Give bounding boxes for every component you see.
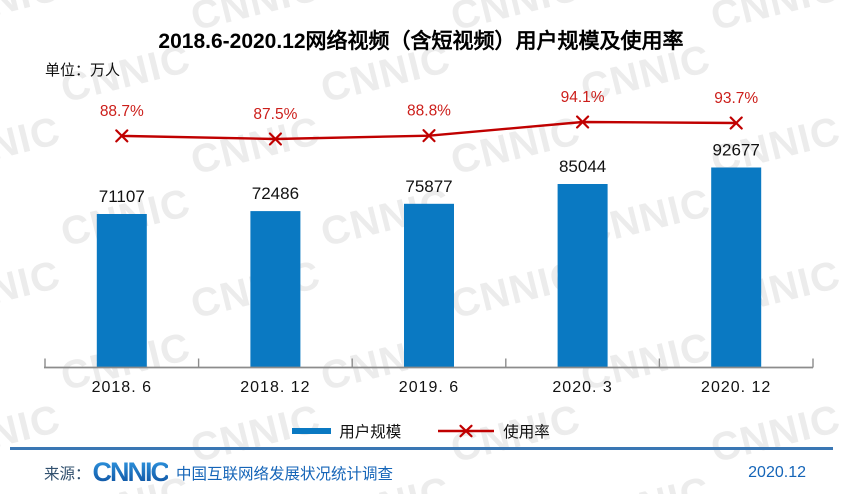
chart-title: 2018.6-2020.12网络视频（含短视频）用户规模及使用率 <box>158 30 684 53</box>
x-axis-label: 2018. 12 <box>240 379 310 396</box>
footer: 来源： CNNIC 中国互联网络发展状况统计调查 2020.12 <box>10 447 833 489</box>
bar-value-label: 71107 <box>99 187 145 206</box>
bar-2018.12 <box>250 211 301 368</box>
bar-2018.6 <box>96 214 147 368</box>
chart-canvas: 71107 72486 75877 85044 92677 2018. 6 2018. 12… <box>44 89 814 396</box>
percent-label: 94.1% <box>561 89 605 106</box>
legend-item-user-scale: 用户规模 <box>292 420 401 442</box>
bar-value-label: 75877 <box>405 177 452 196</box>
bar-series-swatch <box>292 428 332 434</box>
percent-label: 88.8% <box>407 103 451 120</box>
legend-label-usage-rate: 使用率 <box>503 424 550 441</box>
legend-label-user-scale: 用户规模 <box>339 424 402 441</box>
cnnic-logo: CNNIC <box>92 457 170 487</box>
bar-value-label: 85044 <box>559 157 606 176</box>
bar-value-label: 72486 <box>252 184 299 203</box>
x-axis-label: 2019. 6 <box>399 379 459 396</box>
x-axis-label: 2018. 6 <box>92 379 152 396</box>
footer-date: 2020.12 <box>748 463 806 481</box>
percent-label: 93.7% <box>714 90 758 107</box>
source-text: 中国互联网络发展状况统计调查 <box>176 465 394 483</box>
legend-item-usage-rate: 使用率 <box>437 420 550 442</box>
x-marker <box>115 129 129 143</box>
x-marker <box>576 115 590 129</box>
bar-2020.3 <box>557 184 608 368</box>
x-axis-label: 2020. 3 <box>552 379 612 396</box>
x-axis-label: 2020. 12 <box>701 379 771 396</box>
percent-label: 87.5% <box>253 106 297 123</box>
bar-2020.12 <box>711 167 762 368</box>
source-prefix: 来源： <box>44 465 91 483</box>
bar-2019.6 <box>404 203 454 368</box>
bar-value-label: 92677 <box>713 141 760 160</box>
line-series-swatch <box>438 424 495 438</box>
cnnic-watermark: CNNIC <box>837 469 842 494</box>
x-marker <box>422 129 436 143</box>
legend: 用户规模 使用率 <box>0 420 842 442</box>
unit-label: 单位：万人 <box>45 62 121 79</box>
x-marker <box>729 116 743 130</box>
x-marker <box>268 132 282 146</box>
percent-label: 88.7% <box>100 103 144 120</box>
